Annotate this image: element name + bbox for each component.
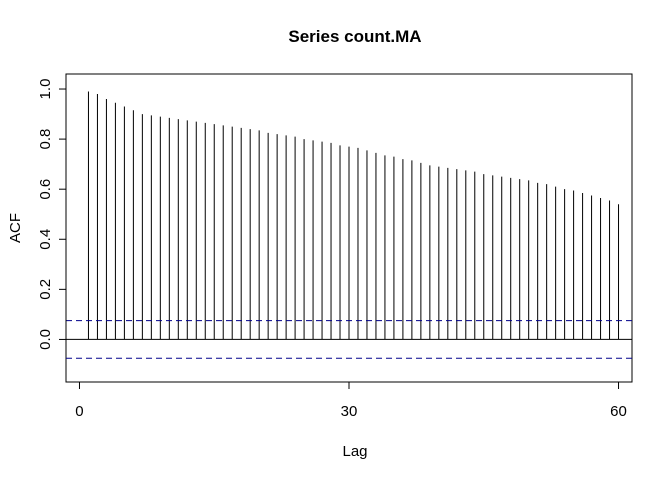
chart-title: Series count.MA xyxy=(288,27,421,46)
x-tick-label: 60 xyxy=(610,403,627,420)
y-tick-label: 1.0 xyxy=(37,79,54,100)
y-axis: 0.0 0.2 0.4 0.6 0.8 1.0 xyxy=(37,79,67,350)
y-tick-label: 0.0 xyxy=(37,329,54,350)
y-axis-label: ACF xyxy=(7,213,24,243)
x-axis: 0 30 60 xyxy=(75,381,627,420)
y-tick-label: 0.2 xyxy=(37,279,54,300)
x-tick-label: 0 xyxy=(75,403,83,420)
confidence-bounds xyxy=(66,320,632,359)
y-tick-label: 0.6 xyxy=(37,179,54,200)
acf-bars xyxy=(66,91,632,340)
y-tick-label: 0.8 xyxy=(37,129,54,150)
y-tick-label: 0.4 xyxy=(37,229,54,250)
x-tick-label: 30 xyxy=(341,403,358,420)
x-axis-label: Lag xyxy=(342,443,367,460)
